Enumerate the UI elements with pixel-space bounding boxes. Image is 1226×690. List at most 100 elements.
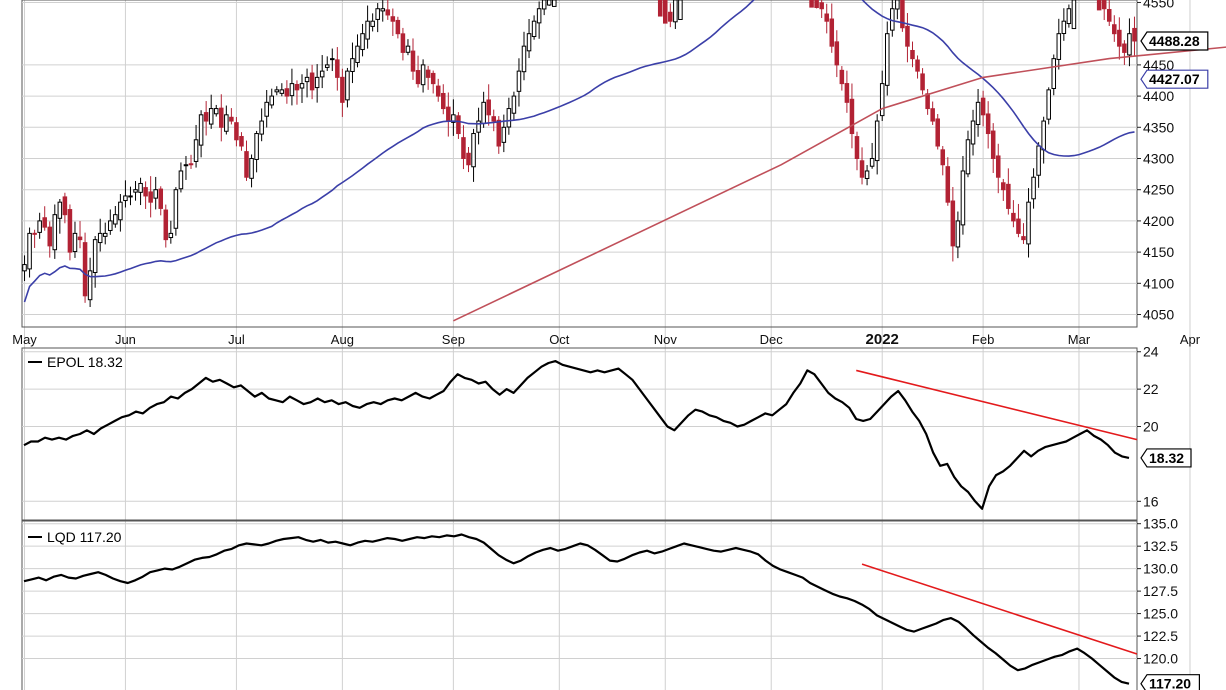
y-tick-label: 4100 — [1143, 275, 1174, 291]
candle-body — [895, 0, 900, 10]
candle-body — [970, 120, 976, 145]
candle-body — [1122, 43, 1127, 53]
ma50-line — [23, 0, 1135, 303]
candle-body — [370, 20, 375, 27]
candle-body — [178, 170, 184, 190]
candle-body — [425, 69, 431, 78]
candle-body — [324, 64, 330, 68]
candle-body — [335, 59, 340, 78]
candle-body — [960, 170, 966, 226]
candle-body — [486, 99, 491, 116]
candle-body — [874, 120, 880, 162]
candle-body — [521, 45, 527, 73]
value-tag-box — [1140, 674, 1200, 690]
candle-body — [1101, 0, 1107, 10]
y-tick-label: 20 — [1143, 419, 1159, 435]
candle-body — [673, 0, 678, 23]
candle-body — [1046, 89, 1051, 120]
candle-body — [546, 0, 552, 6]
candle-body — [1071, 0, 1077, 30]
month-tick-label: Nov — [654, 332, 678, 347]
candle-body — [239, 136, 244, 147]
candle-body — [1021, 236, 1026, 241]
candle-body — [657, 0, 663, 17]
candle-body — [22, 264, 27, 272]
y-tick-label: 130.0 — [1143, 561, 1178, 577]
y-tick-label: 122.5 — [1143, 628, 1178, 644]
candle-body — [133, 189, 138, 193]
candle-body — [1117, 29, 1122, 47]
candle-body — [198, 114, 204, 146]
epol-legend-text: EPOL 18.32 — [47, 354, 123, 370]
y-tick-label: 22 — [1143, 381, 1159, 397]
candle-body — [965, 139, 971, 175]
candle-body — [345, 70, 350, 101]
candle-body — [531, 20, 537, 38]
candle-body — [869, 158, 875, 167]
candle-body — [254, 133, 259, 160]
month-tick-label: Feb — [972, 332, 994, 347]
candle-body — [148, 191, 153, 203]
candle-body — [809, 0, 814, 8]
candle-body — [1006, 183, 1011, 209]
candle-body — [208, 108, 214, 125]
candle-body — [395, 19, 401, 35]
candle-body — [854, 136, 860, 159]
lqd-legend: LQD 117.20 — [28, 529, 122, 545]
y-tick-label: 4150 — [1143, 244, 1174, 260]
y-tick-label: 4350 — [1143, 119, 1174, 135]
y-tick-label: 4050 — [1143, 307, 1174, 323]
month-tick-label: Mar — [1068, 332, 1091, 347]
candle-body — [496, 119, 502, 147]
candle-body — [350, 58, 355, 73]
price-panel: 4050 4100 4150 4200 4250 4300 4350 4400 4450 4550… — [22, 0, 1226, 323]
candle-body — [340, 76, 345, 103]
y-tick-label: 4550 — [1143, 0, 1174, 10]
candle-body — [1026, 201, 1031, 245]
candle-body — [77, 236, 83, 241]
candle-body — [541, 0, 547, 10]
candle-body — [446, 106, 451, 122]
candle-body — [314, 76, 320, 89]
candle-body — [511, 95, 517, 114]
y-tick-label: 125.0 — [1143, 606, 1178, 622]
candle-body — [72, 232, 78, 253]
candle-body — [441, 92, 446, 110]
candle-body — [102, 232, 108, 237]
lqd-frame — [21, 520, 1138, 690]
candle-body — [163, 209, 169, 241]
candle-body — [259, 120, 264, 135]
candle-body — [829, 18, 835, 47]
candle-body — [1061, 20, 1067, 35]
candle-body — [1127, 33, 1132, 56]
candle-body — [552, 0, 557, 7]
candle-body — [451, 114, 456, 123]
candle-body — [138, 182, 143, 193]
candle-body — [420, 64, 426, 86]
value-tag-text: 117.20 — [1149, 676, 1191, 690]
candle-body — [415, 70, 421, 85]
candle-body — [87, 270, 93, 301]
candle-body — [279, 89, 285, 94]
y-tick-label: 4450 — [1143, 57, 1174, 73]
candle-body — [1096, 0, 1102, 11]
candle-body — [506, 108, 512, 128]
candle-body — [824, 13, 829, 22]
value-tag-box — [1140, 69, 1209, 89]
candle-body — [153, 189, 158, 199]
candle-body — [663, 0, 668, 24]
y-tick-label: 4300 — [1143, 151, 1174, 167]
candle-body — [859, 160, 865, 178]
candle-body — [461, 137, 466, 160]
ma-last-tag: 4427.07 — [1140, 69, 1209, 89]
candle-body — [375, 8, 380, 20]
candle-body — [940, 149, 946, 166]
candle-body — [466, 152, 471, 166]
y-tick-label: 4250 — [1143, 182, 1174, 198]
candle-body — [839, 69, 845, 85]
candle-body — [1051, 58, 1057, 90]
month-tick-label: Apr — [1180, 332, 1201, 347]
value-tag-text: 4488.28 — [1149, 33, 1200, 49]
candle-body — [67, 209, 73, 253]
